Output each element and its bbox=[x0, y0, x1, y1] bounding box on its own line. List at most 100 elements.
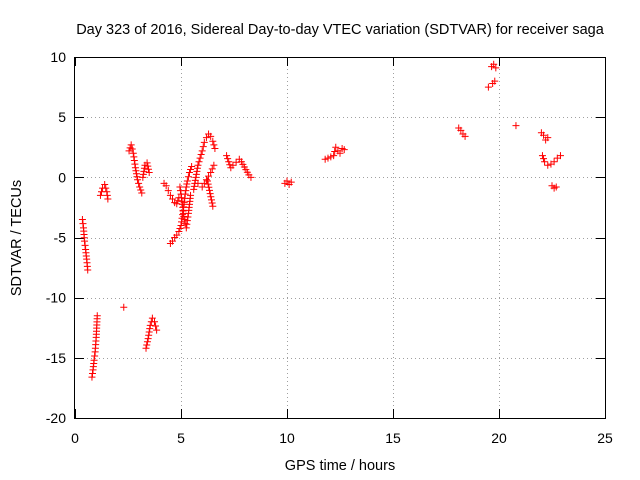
data-point-interp bbox=[193, 167, 201, 175]
data-point bbox=[127, 141, 135, 149]
data-point-interp bbox=[210, 141, 218, 149]
data-point bbox=[229, 161, 237, 169]
data-point bbox=[196, 154, 204, 162]
data-point bbox=[204, 177, 211, 185]
data-point bbox=[125, 147, 133, 155]
x-tick-label: 25 bbox=[597, 430, 613, 446]
data-point-interp bbox=[540, 155, 548, 163]
data-point-interp bbox=[88, 369, 96, 377]
data-point bbox=[190, 185, 198, 193]
data-point bbox=[200, 138, 208, 146]
data-point bbox=[134, 176, 142, 184]
data-point bbox=[330, 152, 338, 160]
data-point bbox=[185, 169, 193, 177]
data-point bbox=[175, 227, 183, 235]
data-point bbox=[198, 147, 206, 155]
data-point bbox=[491, 77, 499, 85]
data-point bbox=[103, 188, 111, 196]
data-point bbox=[210, 161, 218, 169]
data-point bbox=[166, 191, 174, 199]
data-point bbox=[457, 126, 465, 134]
data-point bbox=[461, 132, 469, 140]
data-point bbox=[490, 60, 498, 68]
data-point bbox=[211, 144, 219, 152]
data-point-interp bbox=[144, 165, 152, 173]
data-point bbox=[182, 224, 190, 232]
data-point-interp bbox=[184, 213, 192, 221]
data-point bbox=[180, 215, 188, 223]
data-point-interp bbox=[179, 211, 187, 219]
data-point-interp bbox=[199, 143, 207, 151]
data-point bbox=[198, 183, 206, 191]
data-point-interp bbox=[81, 241, 89, 249]
data-point bbox=[145, 169, 153, 177]
data-point-interp bbox=[190, 182, 198, 190]
data-point bbox=[88, 373, 96, 381]
data-point bbox=[146, 321, 154, 329]
data-point bbox=[182, 183, 190, 191]
data-point bbox=[183, 177, 191, 185]
data-point bbox=[148, 314, 156, 322]
data-point bbox=[544, 134, 552, 142]
data-point bbox=[138, 189, 146, 197]
data-point bbox=[188, 163, 196, 171]
data-point bbox=[552, 183, 560, 191]
data-point-interp bbox=[135, 179, 143, 187]
data-point-interp bbox=[130, 153, 138, 161]
data-point bbox=[512, 122, 520, 130]
y-tick-label: -20 bbox=[46, 410, 66, 426]
x-tick-label: 5 bbox=[177, 430, 185, 446]
data-point bbox=[336, 149, 344, 157]
data-point-interp bbox=[174, 197, 182, 205]
data-point-interp bbox=[139, 170, 147, 178]
data-point-interp bbox=[176, 224, 184, 232]
data-point bbox=[209, 202, 217, 210]
data-point bbox=[550, 158, 558, 166]
data-point bbox=[101, 181, 109, 189]
data-point bbox=[78, 215, 86, 223]
data-point-interp bbox=[183, 217, 191, 225]
data-point bbox=[173, 231, 181, 239]
data-point-interp bbox=[195, 158, 203, 166]
data-point-interp bbox=[207, 193, 215, 201]
data-point-interp bbox=[103, 191, 111, 199]
data-point-interp bbox=[232, 158, 240, 166]
data-point bbox=[202, 134, 210, 142]
data-point bbox=[139, 173, 147, 181]
data-point-interp bbox=[205, 183, 213, 191]
y-tick-label: -10 bbox=[46, 290, 66, 306]
data-point-interp bbox=[143, 341, 151, 349]
axis-ticks: 0 5 10 15 20 25 -20 -15 -10 -5 0 5 10 bbox=[46, 49, 613, 446]
y-axis-label: SDTVAR / TECUs bbox=[9, 180, 25, 296]
chart-title: Day 323 of 2016, Sidereal Day-to-day VTE… bbox=[76, 22, 605, 38]
data-point-interp bbox=[183, 180, 191, 188]
data-point-interp bbox=[79, 220, 87, 228]
data-point bbox=[142, 344, 150, 352]
data-point bbox=[540, 131, 548, 139]
data-point bbox=[187, 191, 195, 199]
data-point bbox=[151, 318, 158, 326]
data-point-interp bbox=[177, 190, 185, 198]
data-point bbox=[153, 326, 161, 334]
data-point-interp bbox=[132, 167, 140, 175]
data-point bbox=[247, 173, 255, 181]
data-point bbox=[340, 146, 348, 154]
data-point bbox=[544, 161, 552, 169]
data-point bbox=[169, 195, 177, 203]
data-point bbox=[207, 132, 215, 140]
data-point-interp bbox=[102, 184, 110, 192]
x-tick-label: 0 bbox=[71, 430, 79, 446]
data-point bbox=[225, 158, 233, 166]
data-point bbox=[223, 152, 231, 160]
data-point-interp bbox=[204, 180, 212, 188]
y-tick-label: -15 bbox=[46, 350, 66, 366]
data-point bbox=[104, 195, 112, 203]
data-point bbox=[81, 237, 89, 245]
data-point-interp bbox=[146, 325, 154, 333]
y-tick-label: 10 bbox=[50, 49, 66, 65]
x-tick-label: 15 bbox=[385, 430, 401, 446]
data-point-interp bbox=[197, 150, 205, 158]
data-point bbox=[129, 149, 137, 157]
data-point-interp bbox=[183, 220, 191, 228]
